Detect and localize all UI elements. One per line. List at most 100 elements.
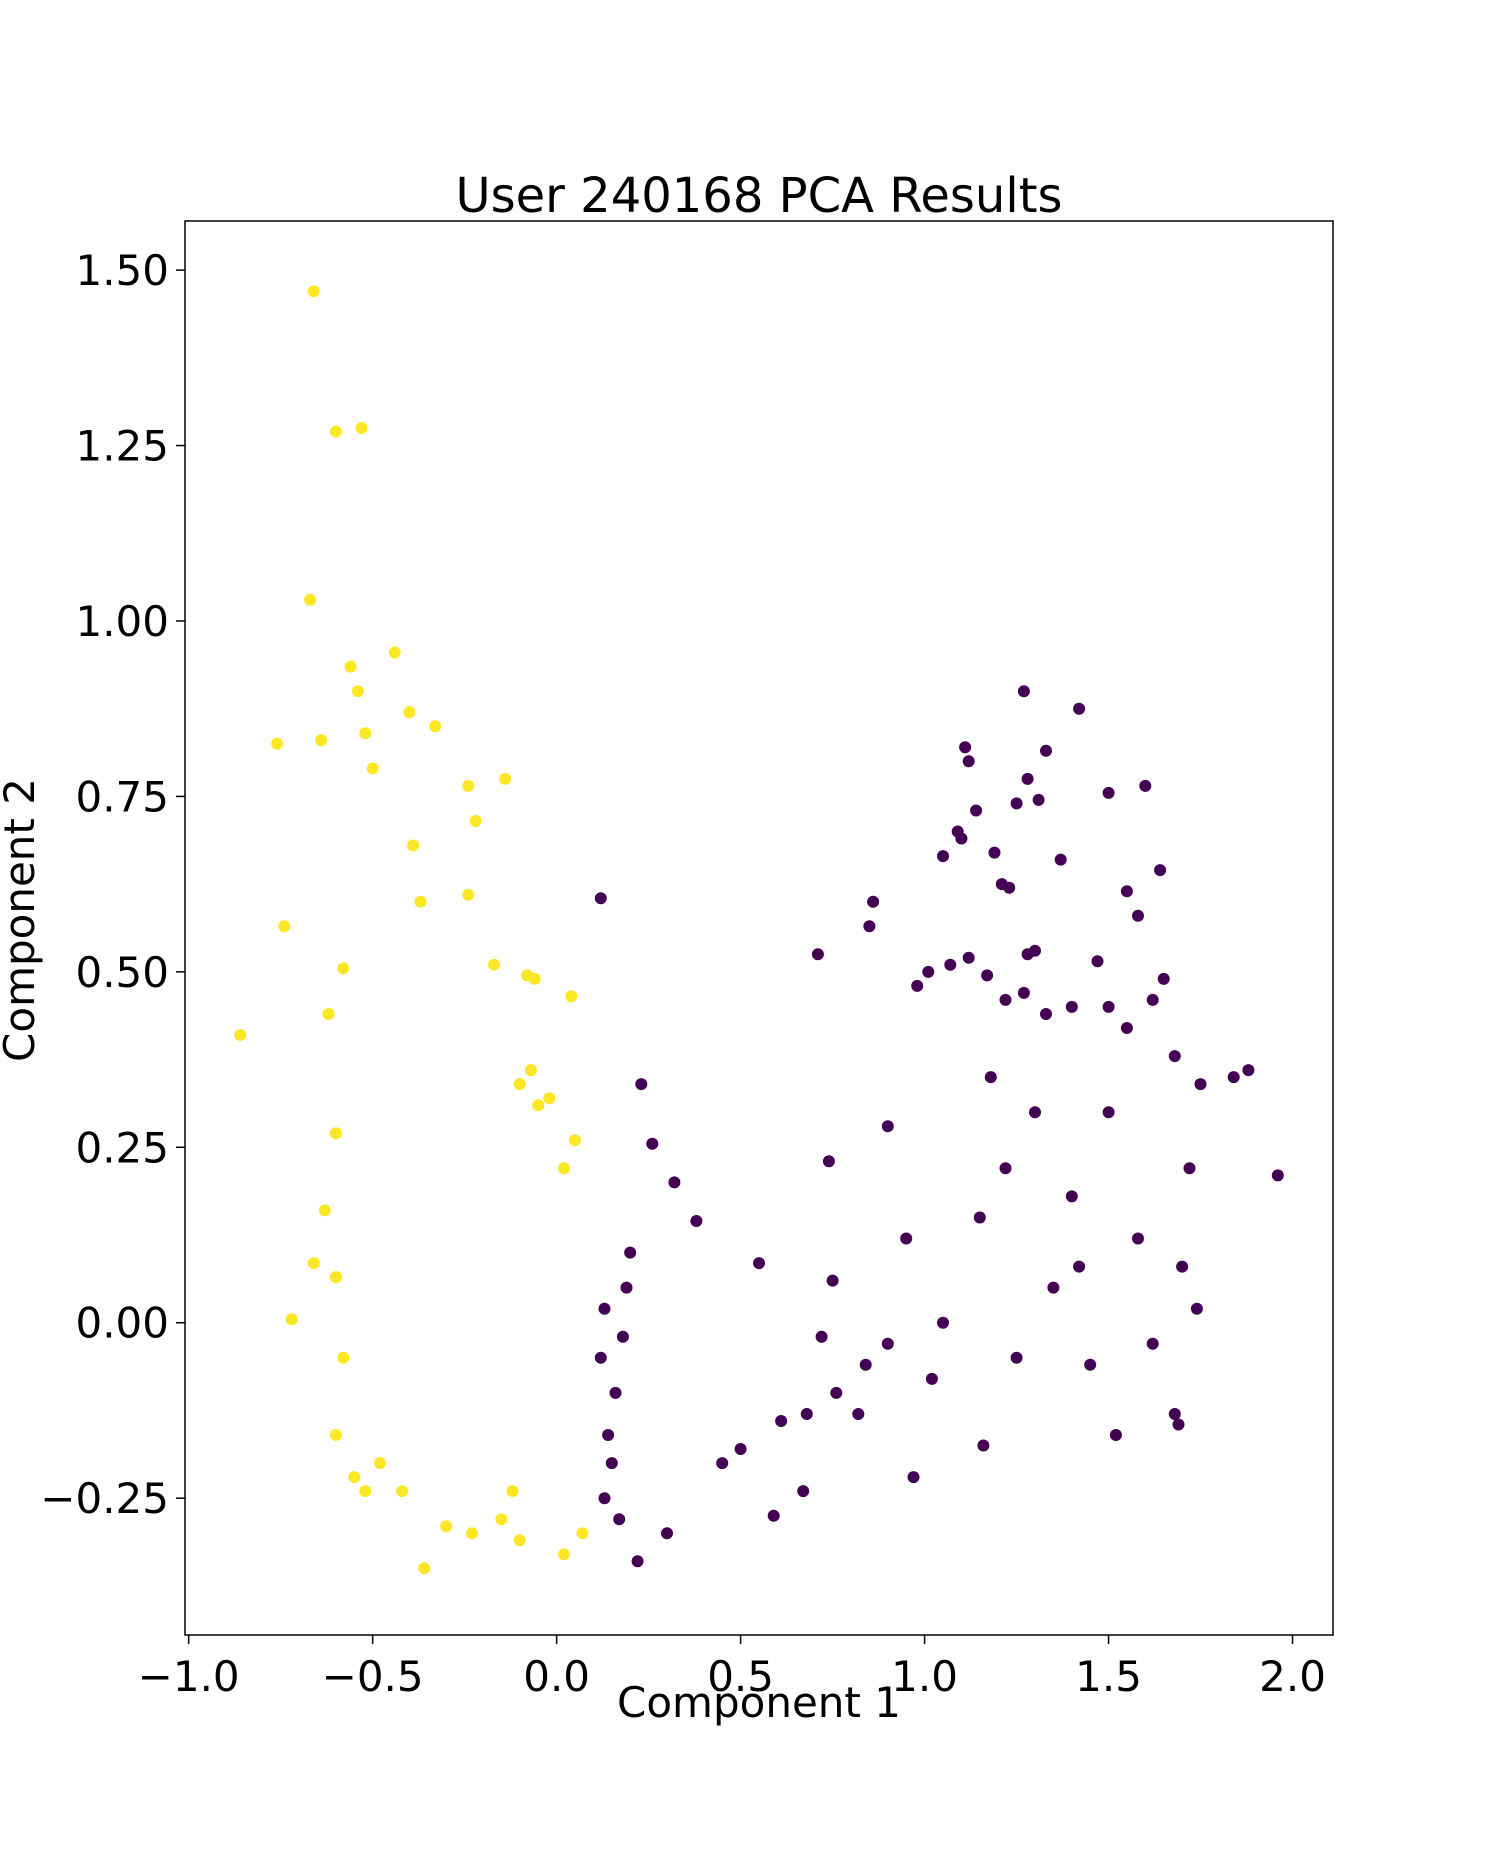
scatter-point (1146, 993, 1159, 1006)
scatter-point (605, 1457, 618, 1470)
scatter-point (1120, 1022, 1133, 1034)
scatter-point (366, 762, 379, 775)
y-tick-label: 0.75 (75, 772, 169, 821)
scatter-point (569, 1134, 581, 1147)
scatter-point (959, 741, 972, 754)
scatter-point (499, 772, 512, 785)
x-tick-label: 0.0 (523, 1652, 590, 1701)
scatter-point (999, 993, 1012, 1006)
y-tick-label: 1.50 (75, 246, 169, 295)
scatter-point (307, 1257, 320, 1270)
scatter-point (1102, 1106, 1115, 1119)
scatter-point (602, 1429, 615, 1441)
scatter-point (558, 1548, 570, 1561)
scatter-point (315, 734, 328, 747)
scatter-point (337, 962, 350, 975)
plot-frame (184, 220, 1334, 1636)
scatter-point (318, 1204, 331, 1217)
scatter-point (337, 1351, 350, 1364)
scatter-point (881, 1120, 894, 1133)
scatter-point (1017, 685, 1030, 698)
scatter-point (1172, 1418, 1185, 1431)
scatter-point (1139, 779, 1152, 792)
scatter-point (462, 779, 475, 792)
scatter-point (925, 1372, 938, 1385)
scatter-points (234, 285, 1284, 1575)
scatter-point (668, 1176, 681, 1189)
scatter-point (984, 1071, 997, 1084)
scatter-point (1157, 972, 1170, 985)
scatter-point (1154, 864, 1167, 877)
scatter-point (1054, 853, 1067, 866)
scatter-point (329, 425, 342, 438)
scatter-point (407, 839, 420, 852)
scatter-point (981, 969, 994, 982)
scatter-point (1120, 885, 1133, 898)
scatter-point (822, 1155, 835, 1168)
scatter-point (558, 1162, 570, 1175)
scatter-point (388, 646, 401, 659)
scatter-point (635, 1078, 648, 1091)
scatter-point (1010, 1351, 1023, 1364)
scatter-point (466, 1527, 478, 1540)
scatter-point (307, 285, 320, 298)
scatter-point (1190, 1302, 1203, 1315)
scatter-point (616, 1330, 629, 1343)
scatter-point (1021, 772, 1034, 785)
scatter-point (1021, 948, 1034, 961)
scatter-point (1040, 744, 1052, 757)
chart-title: User 240168 PCA Results (455, 168, 1062, 224)
scatter-point (859, 1358, 872, 1371)
scatter-point (355, 422, 368, 434)
scatter-point (532, 1099, 545, 1112)
scatter-point (513, 1534, 526, 1547)
scatter-point (690, 1215, 703, 1227)
scatter-point (1146, 1337, 1159, 1350)
scatter-point (234, 1029, 247, 1041)
scatter-point (1271, 1169, 1284, 1182)
scatter-point (1168, 1050, 1181, 1063)
scatter-point (797, 1485, 810, 1498)
scatter-point (495, 1513, 508, 1526)
scatter-point (462, 888, 475, 901)
scatter-point (955, 832, 968, 845)
scatter-point (631, 1555, 644, 1568)
scatter-point (1176, 1260, 1189, 1273)
scatter-point (1084, 1358, 1097, 1371)
scatter-point (506, 1485, 519, 1498)
x-axis-label: Component 1 (617, 1678, 901, 1727)
scatter-point (867, 895, 880, 908)
scatter-point (753, 1257, 765, 1270)
scatter-point (374, 1457, 386, 1470)
scatter-point (815, 1330, 828, 1343)
scatter-point (811, 948, 824, 961)
scatter-point (970, 804, 983, 817)
scatter-point (624, 1246, 637, 1259)
scatter-point (1132, 1232, 1144, 1245)
scatter-point (524, 1064, 537, 1077)
scatter-point (565, 990, 578, 1003)
scatter-point (594, 892, 607, 905)
scatter-point (440, 1520, 453, 1533)
scatter-point (1003, 881, 1016, 894)
scatter-point (937, 1316, 949, 1329)
scatter-point (329, 1271, 342, 1284)
scatter-point (344, 660, 357, 673)
scatter-point (285, 1313, 298, 1326)
scatter-point (988, 846, 1001, 859)
scatter-point (881, 1337, 894, 1350)
scatter-point (359, 1485, 372, 1498)
y-tick-label: 1.25 (75, 422, 169, 471)
scatter-point (1168, 1408, 1181, 1420)
scatter-point (1227, 1071, 1240, 1084)
scatter-point (329, 1429, 342, 1441)
x-tick-label: 2.0 (1259, 1652, 1326, 1701)
scatter-point (418, 1562, 431, 1575)
scatter-point (598, 1302, 611, 1315)
scatter-point (1091, 955, 1104, 968)
scatter-point (1109, 1429, 1122, 1441)
scatter-point (609, 1386, 622, 1399)
x-tick-label: −0.5 (322, 1652, 424, 1701)
y-tick-label: 1.00 (75, 597, 169, 646)
